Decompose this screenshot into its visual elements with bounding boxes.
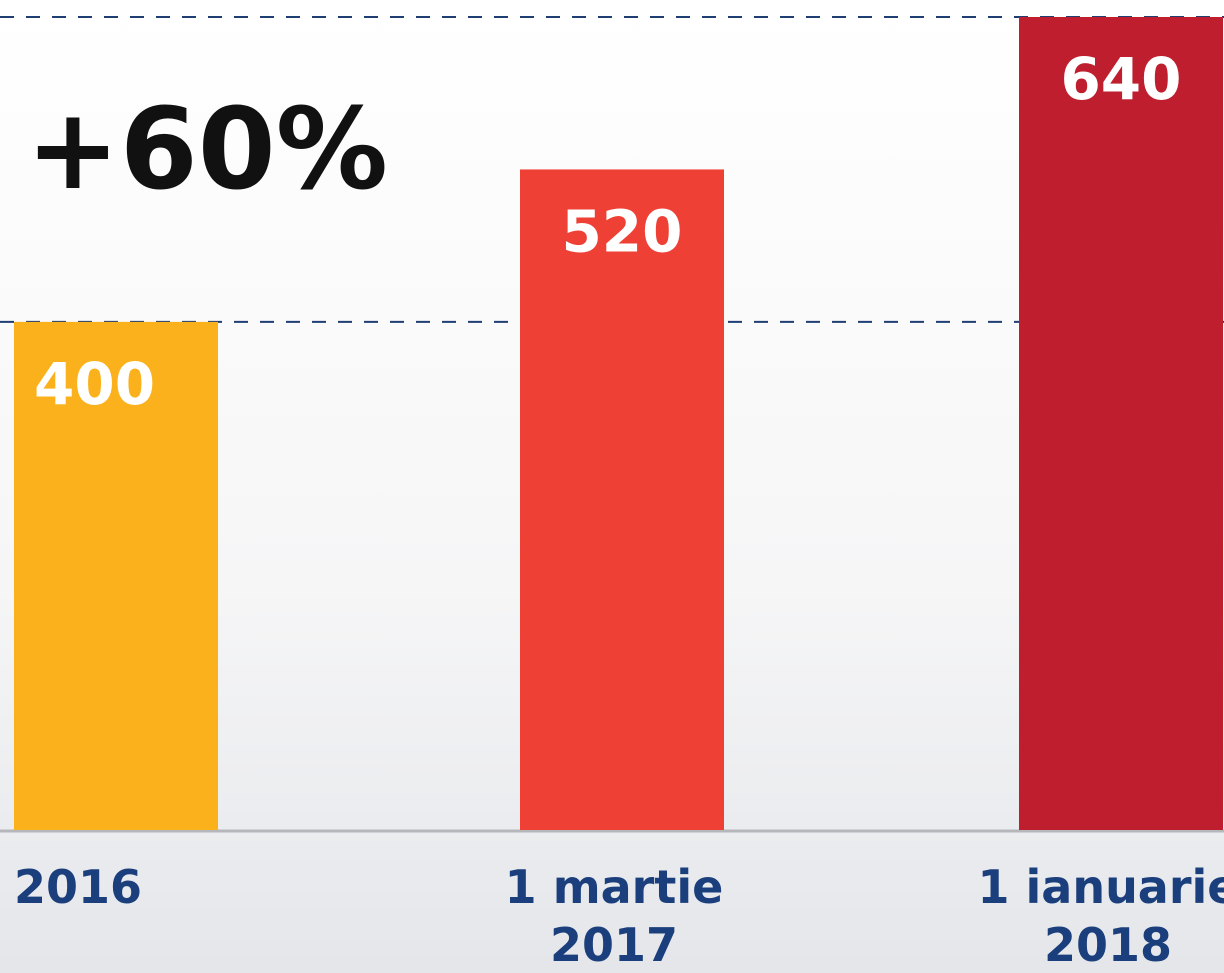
- bar: [520, 169, 724, 830]
- x-tick-label: 1 ianuarie 2018: [977, 860, 1224, 972]
- annotation: +60%: [26, 85, 388, 215]
- value-label: 520: [561, 198, 682, 266]
- value-label: 640: [1060, 45, 1181, 113]
- value-label: 400: [34, 350, 155, 418]
- x-tick-label: 1 martie 2017: [504, 860, 724, 972]
- bar: [1019, 17, 1223, 830]
- bar: [14, 321, 218, 830]
- x-tick-label: 2016: [14, 860, 143, 914]
